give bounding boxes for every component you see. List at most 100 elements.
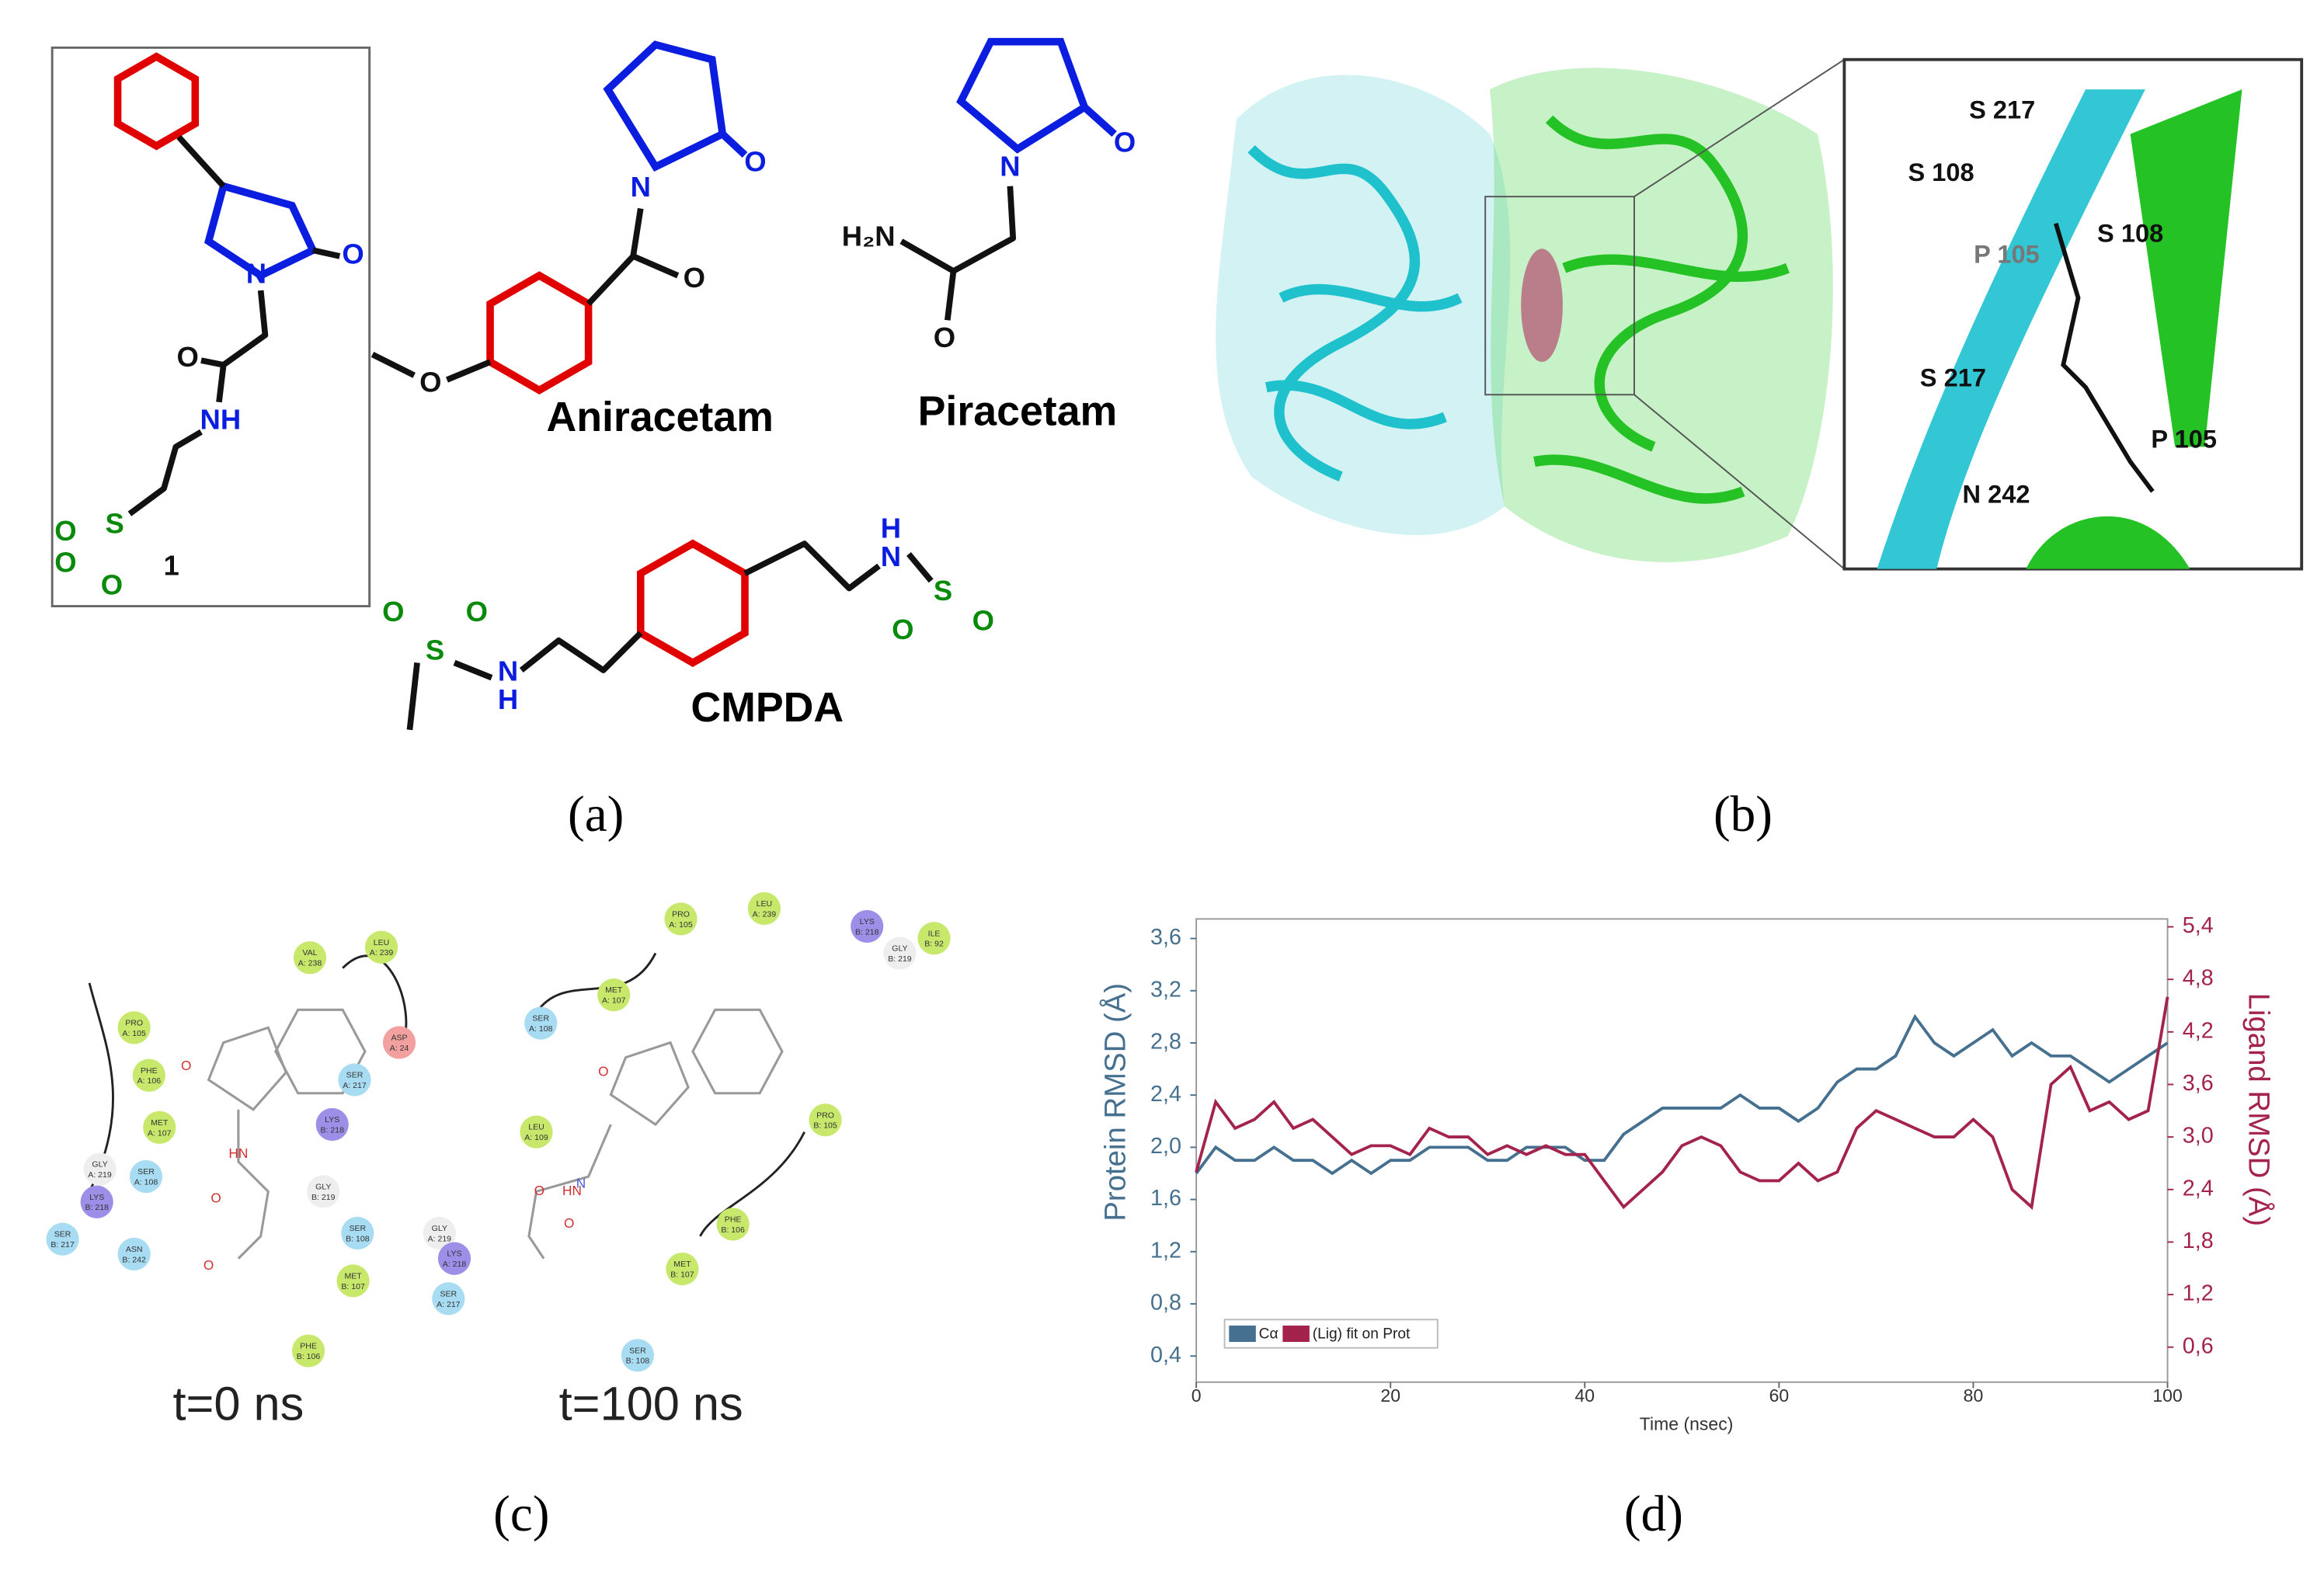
- plot-area: [1195, 918, 2169, 1383]
- ligand-bond: [527, 1124, 612, 1260]
- residue-label: P 105: [2151, 424, 2217, 453]
- series-line: [1195, 1013, 2169, 1176]
- x-tick-label: 60: [1769, 1385, 1790, 1406]
- time-label: t=100 ns: [559, 1378, 743, 1431]
- residue-bubble: [664, 902, 698, 936]
- residue-bubble: [851, 909, 884, 944]
- residue-id: B: 108: [346, 1234, 370, 1243]
- atom-label: O: [342, 238, 364, 270]
- y-tick-label: 3,6: [1150, 925, 1181, 950]
- residue-bubble: [291, 1334, 325, 1368]
- bond: [906, 552, 934, 583]
- ligand-stick: [2053, 222, 2155, 493]
- atom-label: NH: [200, 403, 242, 435]
- panel-label: (a): [568, 787, 624, 843]
- residue-id: B: 219: [888, 954, 912, 964]
- inset-helix: [1877, 89, 2145, 569]
- bond: [127, 429, 203, 516]
- y-tick-label: 3,2: [1150, 977, 1181, 1002]
- residue-name: PRO: [125, 1018, 143, 1027]
- compound-box: [50, 46, 371, 608]
- ligand-atom: O: [534, 1183, 544, 1198]
- residue-name: VAL: [302, 948, 317, 958]
- residue-bubble: [524, 1006, 558, 1040]
- atom-label: N: [246, 257, 266, 289]
- panel-d: Time (nsec) Protein RMSD (Å) Ligand RMSD…: [1098, 913, 2277, 1542]
- residue-id: A: 107: [148, 1128, 172, 1138]
- residue-id: A: 107: [602, 996, 626, 1006]
- y-tick-label: 2,8: [1150, 1030, 1181, 1055]
- residue-name: SER: [137, 1167, 155, 1177]
- residue-bubble: [520, 1115, 553, 1149]
- x-axis-title: Time (nsec): [1640, 1414, 1734, 1434]
- residue-bubble: [382, 1026, 416, 1059]
- residue-name: PHE: [725, 1215, 742, 1225]
- residue-bubble: [143, 1110, 176, 1144]
- bond: [200, 357, 224, 368]
- phenyl-ring: [113, 52, 200, 151]
- residue-id: B: 108: [626, 1357, 650, 1366]
- zoom-line: [1633, 58, 1845, 197]
- x-tick-label: 100: [2152, 1385, 2182, 1406]
- residue-id: A: 217: [343, 1081, 367, 1090]
- residue-bubble: [315, 1107, 349, 1142]
- zoom-line: [1633, 394, 1846, 570]
- atom-label: O: [684, 262, 705, 294]
- residue-id: A: 238: [298, 959, 322, 968]
- benzene-ring: [486, 271, 593, 395]
- y2-tick-label: 1,8: [2183, 1229, 2214, 1253]
- inset-helix: [2026, 516, 2190, 569]
- compound-name: CMPDA: [691, 684, 844, 731]
- atom-label: O: [177, 341, 199, 373]
- residue-id: A: 109: [524, 1133, 548, 1142]
- ligand-atom: O: [564, 1215, 574, 1231]
- y-axis-title: Protein RMSD (Å): [1098, 983, 1132, 1222]
- atom-label: N: [881, 540, 901, 572]
- legend-swatch: [1229, 1325, 1256, 1343]
- residue-name: LYS: [447, 1250, 461, 1259]
- residue-name: GLY: [432, 1224, 447, 1233]
- residue-id: B: 219: [311, 1193, 336, 1202]
- helix-ribbon: [1247, 145, 1463, 481]
- atom-label: N: [498, 655, 518, 687]
- residue-bubble: [437, 1242, 471, 1275]
- y-tick-label: 2,4: [1150, 1082, 1181, 1107]
- residue-name: SER: [346, 1071, 364, 1080]
- residue-id: A: 108: [529, 1024, 553, 1034]
- atom-label: N: [631, 171, 651, 203]
- residue-bubble: [666, 1252, 699, 1286]
- residue-bubble: [809, 1104, 842, 1137]
- y2-tick-label: 3,0: [2183, 1124, 2214, 1149]
- residue-name: MET: [151, 1118, 169, 1128]
- legend-box: [1223, 1319, 1439, 1349]
- atom-label: N: [1000, 150, 1020, 182]
- residue-name: LEU: [528, 1123, 544, 1132]
- residue-label: S 108: [2097, 219, 2163, 248]
- bond: [216, 290, 269, 403]
- residue-name: MET: [673, 1260, 691, 1269]
- ligand-atom: HN: [228, 1145, 248, 1161]
- lactam-ring: [603, 40, 727, 172]
- residue-id: A: 218: [443, 1260, 467, 1269]
- atom-label: O: [419, 366, 441, 398]
- atom-label: H: [498, 683, 518, 715]
- residue-bubble: [46, 1222, 79, 1256]
- residue-bubble: [307, 1175, 340, 1208]
- bond: [311, 247, 341, 259]
- bond: [899, 186, 1017, 274]
- residue-name: PHE: [141, 1066, 158, 1076]
- panel-label: (c): [493, 1486, 549, 1542]
- compound-number: 1: [163, 549, 179, 581]
- residue-id: B: 242: [122, 1255, 146, 1264]
- ligand-atom: O: [204, 1257, 214, 1273]
- ligand-atom: O: [181, 1058, 191, 1073]
- residue-label: P 105: [1974, 239, 2040, 268]
- residue-name: GLY: [892, 944, 907, 953]
- atom-label: O: [382, 596, 404, 627]
- legend-label: (Lig) fit on Prot: [1313, 1326, 1411, 1343]
- atom-label: O: [934, 321, 955, 353]
- bond: [445, 359, 492, 383]
- residue-id: B: 106: [721, 1225, 745, 1235]
- atom-label: O: [972, 604, 994, 636]
